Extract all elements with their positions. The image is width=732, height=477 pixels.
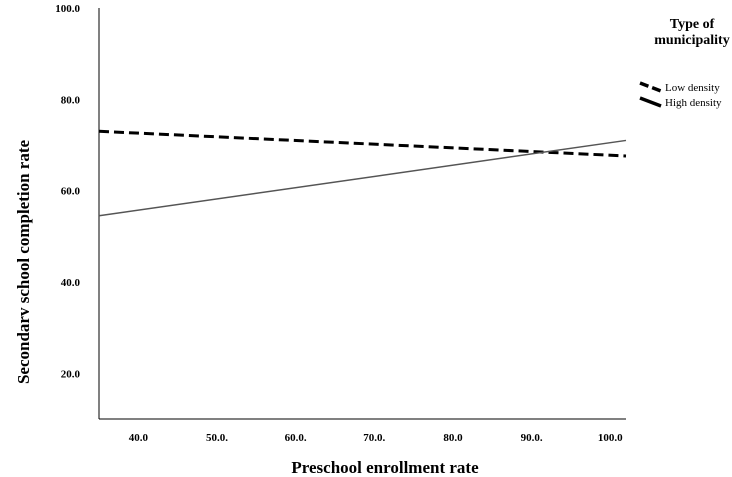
- legend-items: Low density High density: [639, 81, 722, 109]
- legend-swatch-high-density: [639, 96, 662, 108]
- y-tick-label: 40.0: [61, 277, 81, 289]
- x-tick-label: 100.0: [598, 432, 623, 444]
- x-tick-label: 80.0: [443, 432, 463, 444]
- x-tick-label: 40.0: [129, 432, 149, 444]
- series-line-low-density: [98, 129, 627, 158]
- legend-swatch-low-density: [639, 81, 662, 93]
- y-tick-label: 60.0: [61, 186, 81, 198]
- y-axis-title: Secondarv school completion rate: [14, 139, 33, 384]
- y-tick-label: 100.0: [55, 3, 80, 15]
- legend: Type of municipality Low density High den…: [639, 17, 730, 109]
- x-axis-title: Preschool enrollment rate: [291, 458, 479, 477]
- x-tick-label: 90.0.: [521, 432, 543, 444]
- y-tick-label: 20.0: [61, 368, 81, 380]
- legend-title-line-2: municipality: [654, 33, 729, 48]
- x-tick-label: 70.0.: [363, 432, 385, 444]
- series-lines: [98, 129, 627, 217]
- x-tick-label: 60.0.: [285, 432, 307, 444]
- y-tick-label: 80.0: [61, 94, 81, 106]
- legend-label: Low density: [665, 82, 720, 94]
- legend-title-line-1: Type of: [670, 17, 715, 32]
- x-tick-label: 50.0.: [206, 432, 228, 444]
- legend-label: High density: [665, 97, 722, 109]
- x-ticks: 40.0 50.0. 60.0. 70.0. 80.0 90.0. 100.0: [129, 432, 623, 444]
- y-ticks: 20.0 40.0 60.0 80.0 100.0: [55, 3, 80, 380]
- series-line-high-density: [98, 139, 627, 217]
- axes: [98, 8, 626, 420]
